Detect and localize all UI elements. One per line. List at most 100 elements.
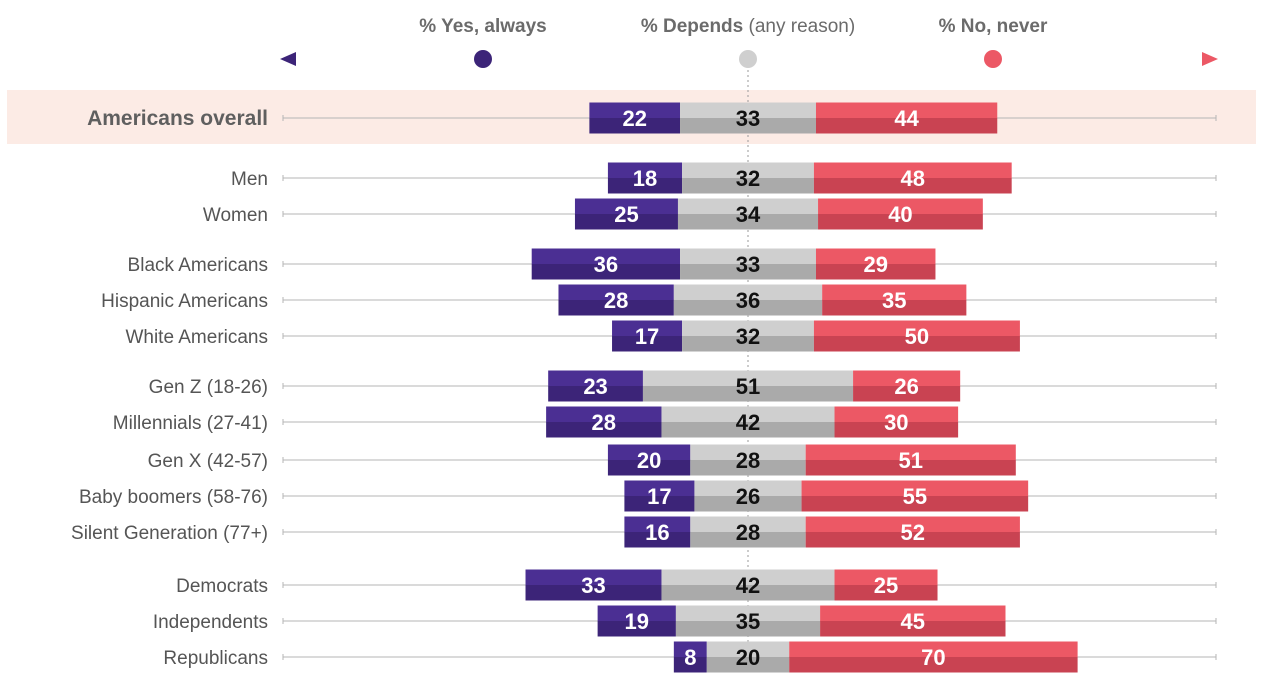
- bar-yes-value: 28: [592, 410, 616, 435]
- chart-row-baby-boomers-58-76: Baby boomers (58-76) 17 26 55: [79, 480, 1217, 512]
- bar-no-top: [834, 406, 959, 422]
- bar-no-top: [789, 641, 1078, 657]
- bar-yes: 22: [589, 102, 681, 134]
- bar-yes-value: 22: [622, 106, 646, 131]
- category-label: Gen Z (18-26): [149, 377, 268, 398]
- chart-row-millennials-27-41: Millennials (27-41) 28 42 30: [113, 406, 1217, 438]
- bar-depends-value: 34: [736, 202, 761, 227]
- bar-depends-bottom: [680, 264, 816, 280]
- bar-depends-top: [661, 406, 835, 422]
- bar-yes: 18: [607, 162, 683, 194]
- chart-row-silent-generation-77: Silent Generation (77+) 16 28 52: [71, 516, 1217, 548]
- bar-yes: 23: [548, 370, 643, 402]
- category-label: Women: [203, 205, 268, 226]
- bar-yes-bottom: [558, 300, 674, 316]
- chart-row-men: Men 18 32 48: [231, 162, 1217, 194]
- bar-yes-value: 28: [604, 288, 628, 313]
- bar-yes-value: 16: [645, 520, 669, 545]
- bar-no-value: 50: [905, 324, 929, 349]
- bar-no-bottom: [801, 496, 1029, 512]
- bar-yes: 25: [574, 198, 678, 230]
- bar-yes-value: 33: [581, 573, 605, 598]
- bar-depends-top: [682, 320, 814, 336]
- category-label: Silent Generation (77+): [71, 523, 268, 544]
- bar-no: 29: [815, 248, 936, 280]
- bar-depends: 28: [690, 516, 806, 548]
- bar-yes-value: 17: [635, 324, 659, 349]
- bar-yes-bottom: [574, 214, 678, 230]
- bar-yes-bottom: [624, 496, 695, 512]
- bar-depends-top: [690, 444, 806, 460]
- bar-depends-value: 51: [736, 374, 760, 399]
- bar-no-top: [834, 569, 938, 585]
- bar-depends: 34: [677, 198, 819, 230]
- bar-depends: 26: [694, 480, 802, 512]
- bar-no-value: 48: [901, 166, 925, 191]
- bar-depends-top: [673, 284, 823, 300]
- bar-no-bottom: [813, 336, 1020, 352]
- bar-no-top: [805, 516, 1020, 532]
- bar-yes-bottom: [673, 657, 707, 673]
- bar-depends-value: 42: [736, 410, 760, 435]
- chart-row-republicans: Republicans 8 20 70: [163, 641, 1217, 673]
- bar-no-bottom: [789, 657, 1078, 673]
- bar-no: 50: [813, 320, 1020, 352]
- bar-yes-top: [624, 480, 695, 496]
- bar-depends: 32: [682, 162, 814, 194]
- bar-no-value: 30: [884, 410, 908, 435]
- bar-depends: 33: [680, 248, 816, 280]
- category-label: Millennials (27-41): [113, 413, 268, 434]
- bar-yes-top: [612, 320, 683, 336]
- bar-yes-top: [525, 569, 662, 585]
- bar-yes: 17: [612, 320, 683, 352]
- bar-depends-value: 32: [736, 166, 760, 191]
- bar-no-bottom: [815, 118, 998, 134]
- bar-depends-bottom: [694, 496, 802, 512]
- bar-depends: 33: [680, 102, 816, 134]
- bar-yes: 28: [546, 406, 662, 438]
- bar-no-bottom: [805, 532, 1020, 548]
- bar-no-bottom: [820, 621, 1006, 637]
- bar-yes-bottom: [607, 178, 683, 194]
- bar-no-bottom: [805, 460, 1016, 476]
- bar-yes-bottom: [589, 118, 681, 134]
- bar-no-value: 52: [901, 520, 925, 545]
- bar-no-value: 40: [888, 202, 912, 227]
- bar-yes: 20: [607, 444, 691, 476]
- bar-depends-top: [642, 370, 854, 386]
- chart-row-americans-overall: Americans overall 22 33 44: [87, 102, 1217, 134]
- bar-yes-value: 8: [684, 645, 696, 670]
- bar-depends-value: 36: [736, 288, 760, 313]
- legend-arrow-right-icon: [1202, 52, 1218, 66]
- bar-yes-bottom: [531, 264, 681, 280]
- bar-depends: 28: [690, 444, 806, 476]
- category-label: Baby boomers (58-76): [79, 487, 268, 508]
- bar-no-top: [815, 248, 936, 264]
- bar-no-bottom: [822, 300, 967, 316]
- chart-row-gen-z-18-26: Gen Z (18-26) 23 51 26: [149, 370, 1217, 402]
- legend-dot-no-icon: [984, 50, 1002, 68]
- bar-depends-value: 35: [736, 609, 760, 634]
- legend-label-no: % No, never: [939, 16, 1048, 37]
- bar-yes-value: 25: [614, 202, 638, 227]
- legend-arrow-left-icon: [280, 52, 296, 66]
- legend: % Yes, always % Depends (any reason) % N…: [280, 16, 1218, 68]
- bar-depends-value: 42: [736, 573, 760, 598]
- bar-yes-value: 19: [625, 609, 649, 634]
- legend-label-yes: % Yes, always: [419, 16, 546, 37]
- bar-no-top: [801, 480, 1029, 496]
- bar-depends-top: [680, 102, 816, 118]
- bar-no-top: [853, 370, 961, 386]
- bar-no-value: 45: [901, 609, 925, 634]
- chart-row-independents: Independents 19 35 45: [153, 605, 1217, 637]
- bar-yes-bottom: [548, 386, 643, 402]
- chart-row-women: Women 25 34 40: [203, 198, 1217, 230]
- chart-row-hispanic-americans: Hispanic Americans 28 36 35: [101, 284, 1217, 316]
- category-label: Black Americans: [128, 255, 268, 276]
- bar-no-value: 51: [898, 448, 922, 473]
- bar-no-value: 44: [894, 106, 919, 131]
- bar-yes-bottom: [597, 621, 676, 637]
- bar-no-bottom: [834, 422, 959, 438]
- bar-yes-top: [546, 406, 662, 422]
